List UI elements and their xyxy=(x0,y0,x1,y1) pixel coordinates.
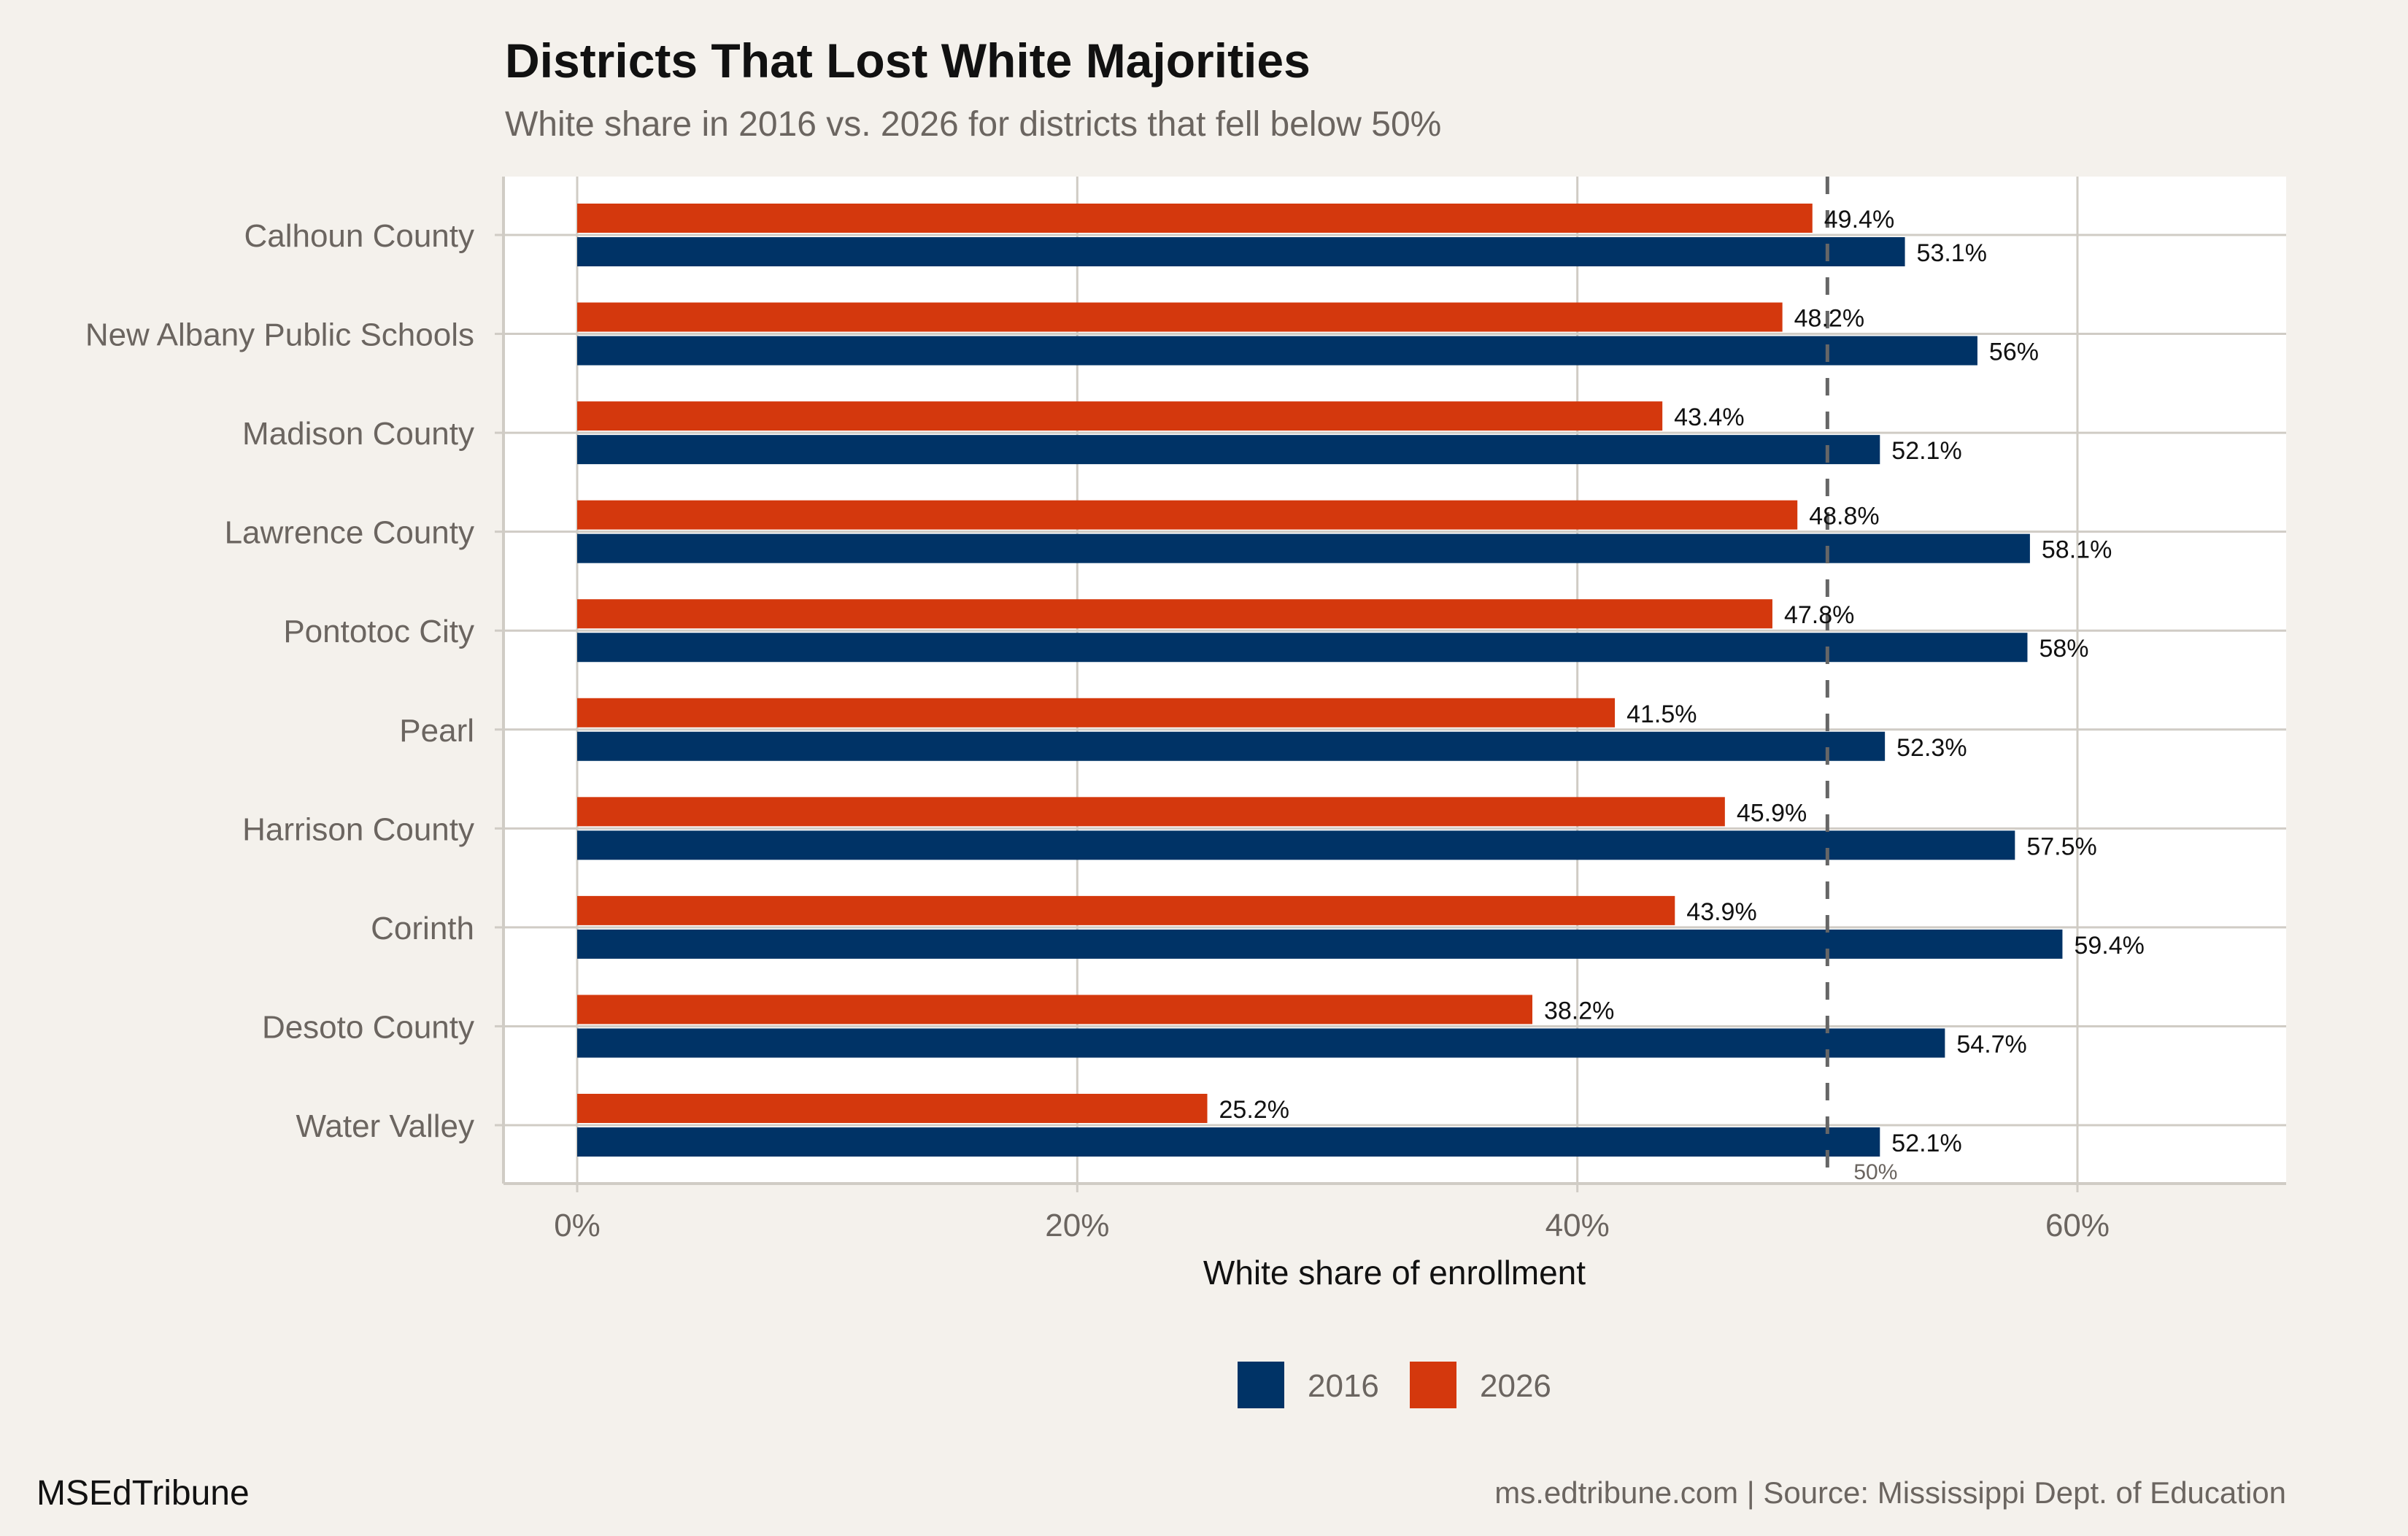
bar-2026 xyxy=(577,698,1616,728)
x-tick-label: 60% xyxy=(2045,1208,2110,1243)
data-label: 47.8% xyxy=(1784,601,1854,629)
x-tick-label: 20% xyxy=(1045,1208,1109,1243)
bar-2026 xyxy=(577,302,1783,332)
data-label: 54.7% xyxy=(1956,1030,2026,1058)
data-label: 45.9% xyxy=(1737,799,1807,827)
x-tick-label: 40% xyxy=(1545,1208,1610,1243)
legend: 2016 2026 xyxy=(1238,1362,1551,1408)
bar-2016 xyxy=(577,731,1886,761)
y-tick-label: Harrison County xyxy=(242,811,474,847)
data-label: 52.1% xyxy=(1891,437,1961,465)
chart-subtitle: White share in 2016 vs. 2026 for distric… xyxy=(505,105,1441,144)
y-tick-label: Calhoun County xyxy=(244,218,474,254)
data-label: 52.3% xyxy=(1896,734,1967,762)
bar-2016 xyxy=(577,435,1880,465)
bar-2026 xyxy=(577,599,1772,629)
data-label: 57.5% xyxy=(2026,833,2096,860)
bar-2016 xyxy=(577,929,2063,959)
data-labels: 53.1% 56% 52.1% 58.1% 58% 52.3% 57.5% 59.4% 54.7… xyxy=(1219,206,2145,1157)
bar-2016 xyxy=(577,633,2028,663)
bar-2016 xyxy=(577,533,2030,563)
y-tick-label: Water Valley xyxy=(296,1108,474,1144)
data-label: 59.4% xyxy=(2074,932,2144,960)
bar-2016 xyxy=(577,237,1905,266)
bar-2026 xyxy=(577,797,1725,827)
y-tick-label: New Albany Public Schools xyxy=(85,317,474,353)
data-label: 48.2% xyxy=(1794,305,1864,333)
bar-2026 xyxy=(577,401,1663,431)
bar-2026 xyxy=(577,1094,1208,1123)
y-tick-label: Pontotoc City xyxy=(283,614,474,649)
y-tick-label: Pearl xyxy=(399,713,474,749)
footer-source: ms.edtribune.com | Source: Mississippi D… xyxy=(1494,1475,2286,1510)
bar-2016 xyxy=(577,830,2015,860)
legend-label: 2026 xyxy=(1480,1368,1551,1404)
data-label: 38.2% xyxy=(1544,997,1614,1024)
bar-2016 xyxy=(577,1127,1880,1157)
x-axis-title: White share of enrollment xyxy=(1203,1254,1586,1292)
legend-label: 2016 xyxy=(1308,1368,1379,1404)
legend-swatch-2016 xyxy=(1238,1362,1284,1408)
data-label: 53.1% xyxy=(1917,239,1987,267)
legend-swatch-2026 xyxy=(1410,1362,1456,1408)
reference-line: 50% xyxy=(1825,177,1897,1184)
bar-2026 xyxy=(577,895,1675,925)
bar-2016 xyxy=(577,1028,1945,1058)
chart-title: Districts That Lost White Majorities xyxy=(505,34,1311,88)
data-label: 48.8% xyxy=(1809,503,1879,530)
bar-2026 xyxy=(577,204,1813,233)
y-tick-label: Madison County xyxy=(242,416,474,452)
reference-line-label: 50% xyxy=(1853,1160,1897,1184)
data-label: 56% xyxy=(1989,339,2039,366)
bar-2026 xyxy=(577,500,1798,530)
y-tick-label: Lawrence County xyxy=(225,515,474,551)
data-label: 43.4% xyxy=(1674,404,1744,431)
data-label: 41.5% xyxy=(1626,701,1697,728)
footer-brand: MSEdTribune xyxy=(36,1474,250,1513)
y-tick-label: Desoto County xyxy=(262,1009,474,1045)
data-label: 43.9% xyxy=(1686,898,1756,926)
data-label: 49.4% xyxy=(1824,206,1894,234)
y-tick-label: Corinth xyxy=(371,911,474,946)
bar-2016 xyxy=(577,336,1977,366)
data-label: 58.1% xyxy=(2042,536,2112,564)
axes: 0% 20% 40% 60% Calhoun County New Albany Publ… xyxy=(85,177,2286,1243)
data-label: 25.2% xyxy=(1219,1096,1289,1124)
data-label: 52.1% xyxy=(1891,1130,1961,1157)
bars xyxy=(577,204,2063,1157)
data-label: 58% xyxy=(2039,635,2088,663)
x-tick-label: 0% xyxy=(554,1208,601,1243)
bar-2026 xyxy=(577,995,1532,1024)
